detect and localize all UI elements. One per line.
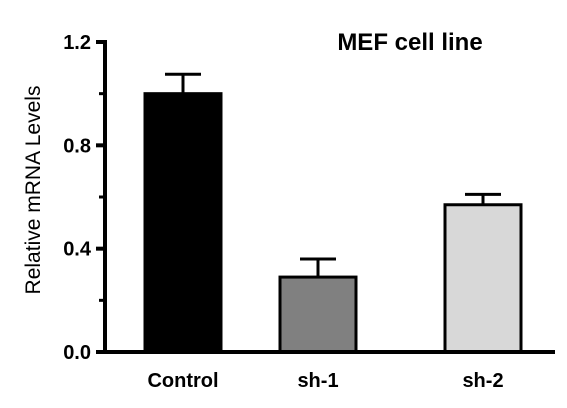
- bar-group: [143, 72, 523, 354]
- bar-sh-2: [443, 203, 523, 354]
- bar-control: [143, 92, 223, 354]
- x-tick-label: sh-2: [462, 370, 503, 392]
- axes: Control sh-1 sh-2 0.0 0.4 0.8 1.2: [63, 32, 555, 392]
- y-axis-label: Relative mRNA Levels: [22, 86, 45, 295]
- y-tick-label: 1.2: [63, 32, 91, 54]
- chart-title: MEF cell line: [337, 29, 482, 56]
- bar-sh-1: [278, 275, 358, 354]
- x-tick-label: sh-1: [297, 370, 338, 392]
- y-tick-label: 0.8: [63, 135, 91, 157]
- y-tick-label: 0.4: [63, 239, 92, 261]
- y-tick-label: 0.0: [63, 342, 91, 364]
- x-tick-label: Control: [147, 370, 218, 392]
